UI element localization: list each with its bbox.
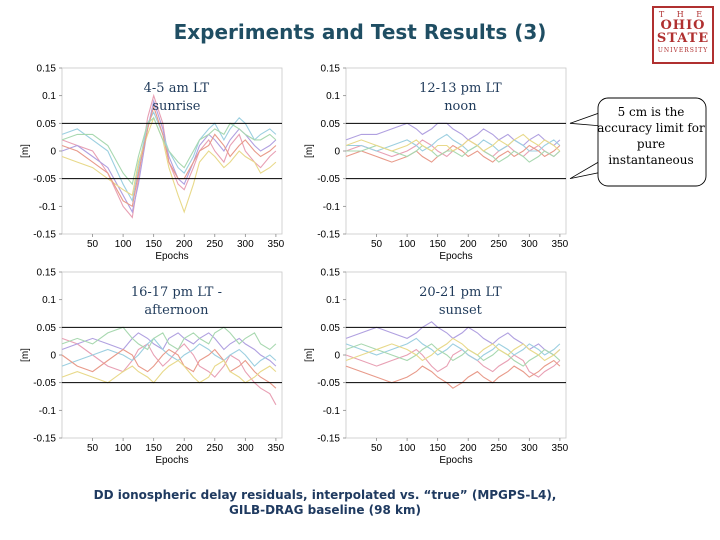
y-tick-label: 0.15 (37, 64, 57, 75)
y-tick-label: -0.05 (33, 174, 56, 185)
y-tick-label: 0 (334, 147, 340, 158)
x-tick-label: 150 (429, 239, 446, 250)
callout-text: 5 cm is the accuracy limit for pure inst… (597, 105, 705, 167)
x-tick-label: 100 (399, 443, 416, 454)
y-tick-label: 0.1 (326, 91, 340, 102)
y-tick-label: 0.1 (326, 295, 340, 306)
x-tick-label: 300 (237, 239, 254, 250)
chart-panel-3: 0.15 0.1 0.05 0 -0.05 -0.1 -0.15 50 100 150 200 250… (20, 268, 285, 467)
x-tick-label: 50 (371, 239, 383, 250)
x-tick-label: 50 (87, 443, 99, 454)
x-tick-label: 250 (206, 239, 223, 250)
chart-panel-2: 0.15 0.1 0.05 0 -0.05 -0.1 -0.15 50 100 150 200 250… (304, 64, 569, 263)
y-tick-label: 0.15 (321, 268, 341, 279)
series-line-3 (345, 337, 561, 362)
logo-state: STATE (656, 31, 710, 46)
logo-the: T H E (658, 10, 708, 19)
y-axis-label: [m] (20, 348, 31, 362)
x-tick-label: 350 (552, 443, 569, 454)
x-tick-label: 200 (176, 239, 193, 250)
x-tick-label: 100 (115, 443, 132, 454)
y-tick-label: 0.05 (321, 323, 341, 334)
y-tick-label: 0.15 (37, 268, 57, 279)
y-tick-label: -0.1 (39, 406, 57, 417)
university-logo: T H E OHIO STATE UNIVERSITY (652, 6, 714, 64)
y-tick-label: 0.1 (42, 295, 56, 306)
series-line-4 (345, 359, 561, 389)
y-tick-label: 0.05 (321, 119, 341, 130)
series-line-6 (345, 337, 561, 362)
y-tick-label: -0.15 (33, 230, 56, 241)
logo-university: UNIVERSITY (657, 47, 709, 54)
series-line-1 (61, 93, 277, 219)
y-tick-label: 0.15 (321, 64, 341, 75)
y-tick-label: 0.1 (42, 91, 56, 102)
x-tick-label: 250 (206, 443, 223, 454)
panel-label-time: 20-21 pm LT (419, 285, 502, 300)
x-tick-label: 300 (237, 443, 254, 454)
chart-panel-1: 0.15 0.1 0.05 0 -0.05 -0.1 -0.15 50 100 150 200 250… (20, 64, 285, 263)
y-tick-label: -0.15 (33, 434, 56, 445)
x-axis-label: Epochs (439, 251, 472, 262)
panel-label-time: 12-13 pm LT (419, 81, 502, 96)
panel-label-period: sunset (439, 303, 483, 318)
x-tick-label: 200 (460, 239, 477, 250)
x-tick-label: 150 (429, 443, 446, 454)
panel-label-time: 4-5 am LT (144, 81, 210, 96)
y-tick-label: -0.05 (317, 174, 340, 185)
series-line-6 (345, 133, 561, 152)
x-tick-label: 150 (145, 443, 162, 454)
y-axis-label: [m] (304, 144, 315, 158)
y-tick-label: -0.15 (317, 434, 340, 445)
x-tick-label: 350 (268, 239, 285, 250)
x-tick-label: 50 (371, 443, 383, 454)
callout-box (597, 97, 707, 187)
callout (569, 97, 707, 187)
y-tick-label: -0.1 (323, 202, 341, 213)
x-tick-label: 100 (399, 239, 416, 250)
y-axis-label: [m] (20, 144, 31, 158)
x-tick-label: 250 (490, 443, 507, 454)
y-tick-label: -0.1 (323, 406, 341, 417)
y-tick-label: 0.05 (37, 323, 57, 334)
x-tick-label: 250 (490, 239, 507, 250)
x-axis-label: Epochs (439, 455, 472, 466)
panel-label-period: afternoon (144, 303, 209, 318)
y-tick-label: 0.05 (37, 119, 57, 130)
series-line-4 (61, 116, 277, 214)
series-line-5 (346, 144, 561, 163)
y-tick-label: -0.15 (317, 230, 340, 241)
x-tick-label: 350 (268, 443, 285, 454)
y-tick-label: 0 (50, 351, 56, 362)
x-tick-label: 150 (145, 239, 162, 250)
y-tick-label: 0 (50, 147, 56, 158)
slide-title: Experiments and Test Results (3) (173, 20, 547, 44)
caption-line-2: GILB-DRAG baseline (98 km) (229, 503, 421, 517)
x-tick-label: 350 (552, 239, 569, 250)
x-axis-label: Epochs (155, 251, 188, 262)
x-tick-label: 200 (460, 443, 477, 454)
panel-label-time: 16-17 pm LT - (131, 285, 222, 300)
chart-panel-4: 0.15 0.1 0.05 0 -0.05 -0.1 -0.15 50 100 150 200 250… (304, 268, 569, 467)
x-axis-label: Epochs (155, 455, 188, 466)
y-tick-label: -0.05 (317, 378, 340, 389)
panel-label-period: noon (444, 99, 477, 114)
series-line-3 (61, 337, 277, 367)
y-tick-label: -0.05 (33, 378, 56, 389)
x-tick-label: 300 (521, 239, 538, 250)
y-axis-label: [m] (304, 348, 315, 362)
panel-label-period: sunrise (152, 99, 200, 114)
y-tick-label: -0.1 (39, 202, 57, 213)
y-tick-label: 0 (334, 351, 340, 362)
x-tick-label: 200 (176, 443, 193, 454)
series-line-6 (61, 116, 277, 186)
plot-area (345, 271, 567, 439)
caption: DD ionospheric delay residuals, interpol… (40, 488, 610, 518)
x-tick-label: 50 (87, 239, 99, 250)
logo-ohio: OHIO (660, 18, 706, 33)
caption-line-1: DD ionospheric delay residuals, interpol… (93, 488, 557, 502)
x-tick-label: 300 (521, 443, 538, 454)
x-tick-label: 100 (115, 239, 132, 250)
